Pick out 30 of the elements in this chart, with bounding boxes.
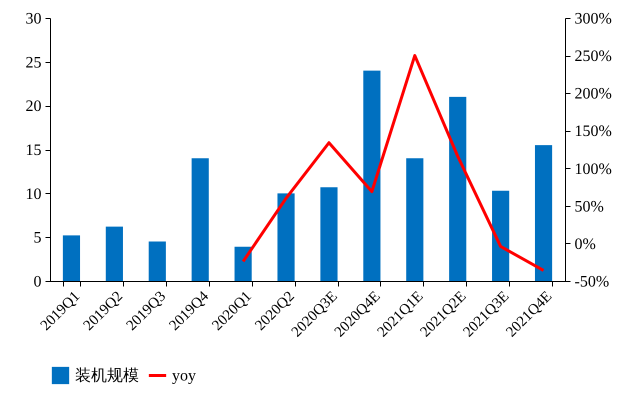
bar <box>406 158 424 281</box>
bar <box>62 235 80 281</box>
y2-tick-label: 0% <box>574 236 596 253</box>
bar <box>148 242 166 281</box>
y2-tick-label: 200% <box>574 86 612 103</box>
y-tick-label: 0 <box>34 274 42 290</box>
bar <box>449 96 466 281</box>
y2-tick-label: 50% <box>574 198 604 216</box>
bar <box>363 70 380 281</box>
bar <box>192 158 209 281</box>
y2-tick-label: 100% <box>574 160 612 178</box>
y2-tick-label: 300% <box>574 10 612 28</box>
y2-tick-label: 150% <box>574 123 612 140</box>
bar <box>106 226 123 281</box>
bar <box>492 190 510 281</box>
y-tick-label: 30 <box>26 10 42 28</box>
y2-tick-label: -50% <box>574 274 610 290</box>
y-tick-label: 15 <box>26 142 42 159</box>
y2-tick-label: 250% <box>574 48 612 66</box>
legend-label: 装机规模 <box>75 366 139 384</box>
y-tick-label: 25 <box>26 54 42 72</box>
line-series <box>242 54 546 272</box>
bar <box>320 187 338 281</box>
bar <box>534 145 552 281</box>
bar <box>234 246 252 281</box>
y-tick-label: 20 <box>26 98 42 116</box>
bar <box>277 193 295 281</box>
y-tick-label: 10 <box>26 186 42 203</box>
legend-label: yoy <box>172 368 196 384</box>
y-tick-label: 5 <box>34 230 42 247</box>
